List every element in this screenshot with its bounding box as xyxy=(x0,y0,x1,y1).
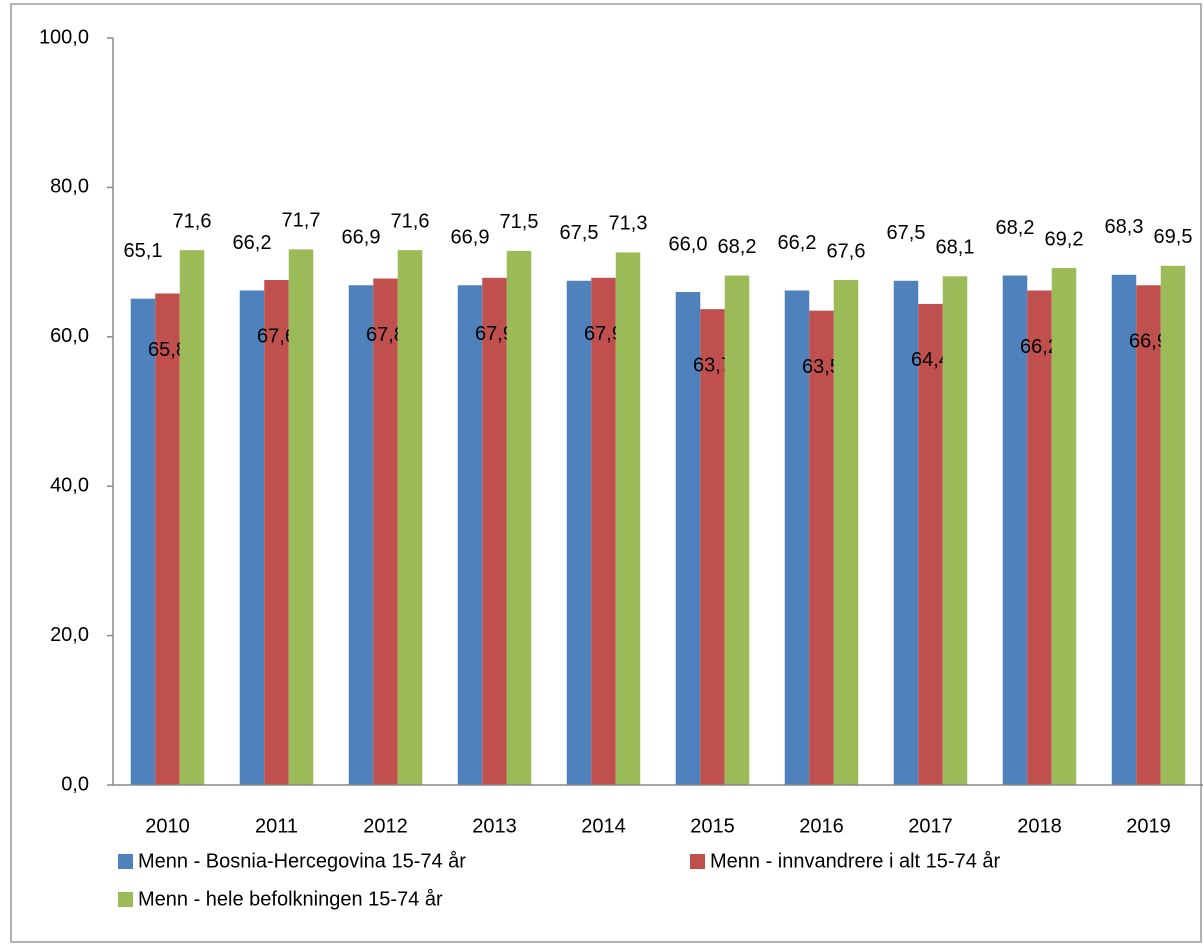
value-label: 63,7 xyxy=(693,354,732,376)
value-label: 67,5 xyxy=(887,222,926,244)
bar xyxy=(591,277,616,785)
bar xyxy=(566,280,592,785)
value-label: 66,9 xyxy=(342,227,381,249)
value-label: 68,3 xyxy=(1105,216,1144,238)
legend-label: Menn - hele befolkningen 15-74 år xyxy=(138,888,443,910)
bar xyxy=(155,293,180,785)
value-label: 71,6 xyxy=(391,210,430,232)
x-tick-label: 2013 xyxy=(472,815,517,837)
bar xyxy=(130,298,156,785)
value-label: 71,7 xyxy=(282,210,321,232)
bar xyxy=(809,310,834,785)
x-tick-label: 2014 xyxy=(581,815,626,837)
bar xyxy=(482,277,507,785)
value-label: 71,5 xyxy=(500,211,539,233)
bar xyxy=(893,280,919,785)
bar xyxy=(700,309,725,785)
value-label: 66,2 xyxy=(778,232,817,254)
value-label: 64,4 xyxy=(911,349,950,371)
bar xyxy=(1111,274,1137,785)
legend-swatch xyxy=(118,892,133,907)
bar xyxy=(784,290,810,785)
value-label: 63,5 xyxy=(802,356,841,378)
x-tick-label: 2017 xyxy=(908,815,953,837)
bar xyxy=(1136,285,1161,785)
bar xyxy=(457,285,483,785)
chart-border xyxy=(10,3,1202,943)
bar xyxy=(348,285,374,785)
bar xyxy=(1002,275,1028,785)
legend-swatch xyxy=(690,854,705,869)
value-label: 71,3 xyxy=(609,213,648,235)
bar xyxy=(675,291,701,785)
value-label: 71,6 xyxy=(173,210,212,232)
y-tick-label: 40,0 xyxy=(50,474,89,496)
x-tick-label: 2011 xyxy=(255,815,298,837)
x-tick-label: 2016 xyxy=(799,815,844,837)
bar xyxy=(918,303,943,785)
bar xyxy=(288,249,314,785)
value-label: 68,2 xyxy=(996,217,1035,239)
y-tick-label: 60,0 xyxy=(50,325,89,347)
value-label: 67,6 xyxy=(827,240,866,262)
y-tick-label: 100,0 xyxy=(39,26,89,48)
y-tick-label: 20,0 xyxy=(50,624,89,646)
value-label: 66,2 xyxy=(233,232,272,254)
bar xyxy=(1027,290,1052,785)
bar xyxy=(942,276,968,785)
value-label: 67,5 xyxy=(560,222,599,244)
bar xyxy=(1051,268,1077,785)
x-tick-label: 2012 xyxy=(363,815,408,837)
x-tick-label: 2019 xyxy=(1126,815,1171,837)
y-tick-label: 0,0 xyxy=(61,773,89,795)
bar xyxy=(264,280,289,785)
bar xyxy=(373,278,398,785)
value-label: 68,2 xyxy=(718,236,757,258)
bar xyxy=(833,280,859,785)
value-label: 67,6 xyxy=(257,325,296,347)
legend-label: Menn - innvandrere i alt 15-74 år xyxy=(710,850,1000,872)
bar xyxy=(179,250,205,785)
bar xyxy=(615,252,641,785)
bar xyxy=(1160,265,1186,786)
bar xyxy=(506,250,532,785)
legend-label: Menn - Bosnia-Hercegovina 15-74 år xyxy=(138,850,466,872)
y-tick-label: 80,0 xyxy=(50,176,89,198)
value-label: 65,8 xyxy=(148,339,187,361)
value-label: 66,9 xyxy=(451,227,490,249)
value-label: 68,1 xyxy=(936,237,975,259)
value-label: 66,9 xyxy=(1129,331,1168,353)
x-tick-label: 2010 xyxy=(145,815,190,837)
x-tick-label: 2018 xyxy=(1017,815,1062,837)
bar xyxy=(239,290,265,785)
value-label: 69,2 xyxy=(1045,228,1084,250)
legend-swatch xyxy=(118,854,133,869)
bar xyxy=(724,275,750,785)
value-label: 67,8 xyxy=(366,324,405,346)
value-label: 67,9 xyxy=(584,323,623,345)
value-label: 66,0 xyxy=(669,233,708,255)
value-label: 67,9 xyxy=(475,323,514,345)
x-tick-label: 2015 xyxy=(690,815,735,837)
value-label: 65,1 xyxy=(124,240,163,262)
value-label: 69,5 xyxy=(1154,226,1193,248)
value-label: 66,2 xyxy=(1020,336,1059,358)
bar xyxy=(397,250,423,785)
